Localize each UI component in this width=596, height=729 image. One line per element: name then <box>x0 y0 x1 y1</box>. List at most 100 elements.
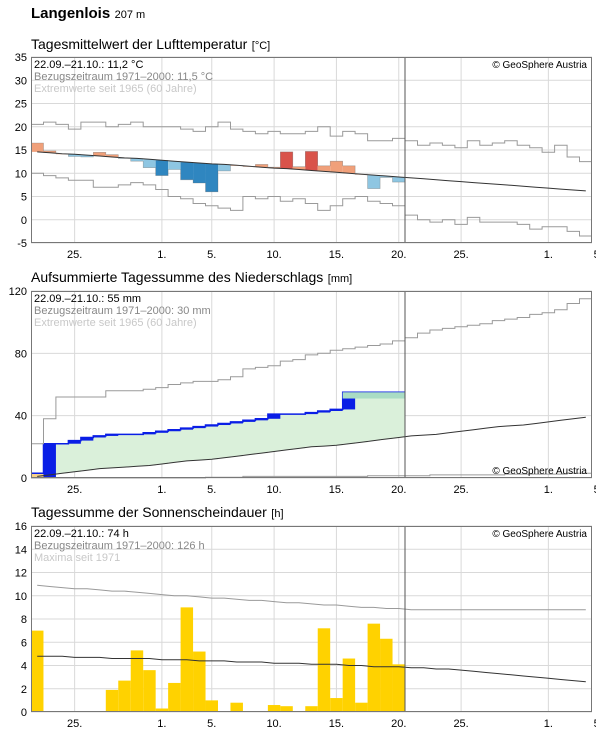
sunshine-bar <box>305 706 318 712</box>
max-extreme-line <box>31 298 592 445</box>
sunshine-bar <box>330 698 343 712</box>
temperature-bar <box>205 163 218 192</box>
x-tick-label: 15. <box>329 249 344 261</box>
chart-unit: [mm] <box>327 273 353 285</box>
temperature-bar <box>130 158 144 162</box>
temperature-bar <box>317 165 331 172</box>
precip-increment-bar <box>242 420 256 422</box>
precip-increment-bar <box>267 414 281 419</box>
y-tick-label: 6 <box>21 637 27 649</box>
x-tick-label: 1. <box>157 718 166 729</box>
temperature-bar <box>155 160 169 176</box>
x-tick-label: 10. <box>266 484 281 496</box>
temperature-bar <box>330 161 343 173</box>
precip-increment-bar <box>317 410 331 413</box>
precip-increment-bar <box>255 418 268 421</box>
y-tick-label: 4 <box>21 661 27 673</box>
sunshine-bars <box>31 607 405 712</box>
sunshine-bar <box>280 706 293 712</box>
chart-title-text: Tagessumme der Sonnenscheindauer <box>31 504 267 520</box>
precip-increment-bar <box>143 432 156 435</box>
x-tick-label: 25. <box>67 718 82 729</box>
precip-increment-bar <box>205 425 218 427</box>
temperature-bar <box>218 164 231 171</box>
temperature-bar <box>93 152 106 157</box>
copyright: © GeoSphere Austria <box>492 466 587 477</box>
x-tick-label: 1. <box>544 484 553 496</box>
chart-2-axes: 16 14 12 10 8 6 4 2 0 25. 1. 5. 10. 15. 20. 25. 1. 5. <box>15 521 596 729</box>
temperature-bar <box>280 151 293 169</box>
precip-increment-bar <box>230 421 243 424</box>
info-line: 22.09.–21.10.: 55 mm <box>34 293 141 305</box>
temperature-bar <box>180 162 194 180</box>
y-tick-label: 5 <box>21 192 27 204</box>
chart-title-temperature: Tagesmittelwert der Lufttemperatur [°C] <box>31 36 270 54</box>
info-line: Extremwerte seit 1965 (60 Jahre) <box>34 317 197 329</box>
info-line: 22.09.–21.10.: 74 h <box>34 528 129 540</box>
temperature-bar <box>143 159 156 168</box>
y-tick-label: 12 <box>15 568 27 580</box>
info-line: Extremwerte seit 1965 (60 Jahre) <box>34 83 197 95</box>
chart-unit: [°C] <box>251 40 271 52</box>
cumulative-line <box>31 391 405 475</box>
x-tick-label: 25. <box>67 249 82 261</box>
x-tick-label: 25. <box>453 249 468 261</box>
x-tick-label: 15. <box>329 718 344 729</box>
sunshine-bar <box>105 689 119 712</box>
precip-increment-bar <box>93 435 106 438</box>
copyright: © GeoSphere Austria <box>492 60 587 71</box>
y-tick-label: 30 <box>15 75 27 87</box>
sunshine-bar <box>380 638 393 712</box>
temperature-bar <box>168 161 181 170</box>
sunshine-bar <box>193 651 206 712</box>
sunshine-bar <box>230 702 243 712</box>
info-line: 22.09.–21.10.: 11,2 °C <box>34 59 143 71</box>
precip-increment-bar <box>168 429 181 432</box>
y-tick-label: 35 <box>15 52 27 64</box>
chart-title-sunshine: Tagessumme der Sonnenscheindauer [h] <box>31 504 284 522</box>
precip-increment-bar <box>193 426 206 429</box>
plot-frame <box>31 291 592 478</box>
y-tick-label: 16 <box>15 521 27 533</box>
max-extreme-line <box>31 121 592 163</box>
temperature-bar <box>31 143 44 152</box>
x-tick-label: 1. <box>544 249 553 261</box>
normal-line <box>37 151 586 192</box>
y-tick-label: 14 <box>15 544 27 556</box>
sunshine-bar <box>392 664 405 712</box>
station-elevation: 207 m <box>114 9 146 21</box>
sunshine-bar <box>342 658 356 712</box>
temperature-bar <box>105 154 119 157</box>
y-tick-label: 80 <box>15 348 27 360</box>
x-tick-label: 5. <box>594 249 596 261</box>
normal-max-line <box>37 584 586 611</box>
y-tick-label: 10 <box>15 591 27 603</box>
precip-increment-bar <box>330 409 343 411</box>
recent-band <box>342 392 405 399</box>
header: Langenlois 207 m <box>31 5 145 23</box>
normal-line <box>37 655 586 683</box>
x-tick-label: 15. <box>329 484 344 496</box>
precip-increment-bar <box>80 437 94 441</box>
min-extreme-line <box>31 172 592 237</box>
x-tick-label: 10. <box>266 718 281 729</box>
info-line: Bezugszeitraum 1971–2000: 11,5 °C <box>34 71 213 83</box>
x-tick-label: 20. <box>391 249 406 261</box>
y-tick-label: 10 <box>15 168 27 180</box>
y-tick-label: 2 <box>21 684 27 696</box>
precip-increment-bar <box>68 440 81 444</box>
temperature-bar <box>80 155 94 157</box>
x-tick-label: 25. <box>453 484 468 496</box>
precip-increment-bar <box>180 428 194 430</box>
temperature-bar <box>342 165 356 174</box>
temperature-bar <box>380 176 393 178</box>
chart-title-text: Tagesmittelwert der Lufttemperatur <box>31 36 248 52</box>
sunshine-bar <box>118 680 131 712</box>
y-tick-label: 20 <box>15 122 27 134</box>
chart-title-precipitation: Aufsummierte Tagessumme des Niederschlag… <box>31 269 352 287</box>
temperature-bar <box>43 150 56 153</box>
temperature-bar <box>392 176 405 183</box>
y-tick-label: 120 <box>9 286 27 298</box>
daily-mean-line <box>31 142 405 193</box>
